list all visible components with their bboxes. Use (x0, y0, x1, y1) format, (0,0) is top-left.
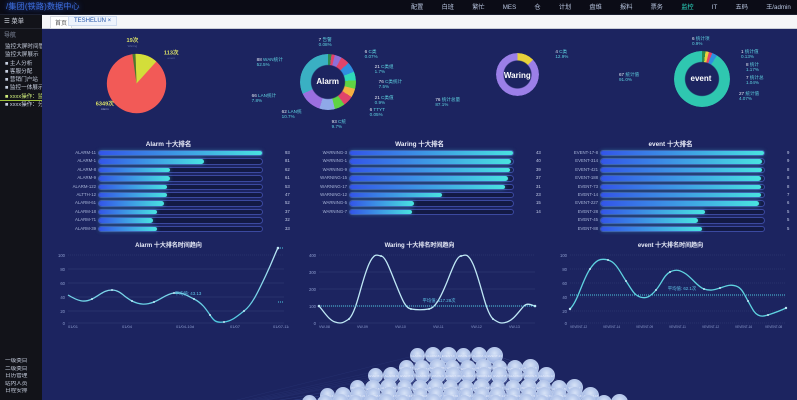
svg-text:VEVENT-08: VEVENT-08 (765, 325, 782, 329)
svg-text:01/04-10d: 01/04-10d (176, 324, 194, 329)
svg-text:VW-08: VW-08 (319, 325, 330, 329)
svg-text:60: 60 (60, 281, 65, 286)
svg-text:40: 40 (562, 295, 567, 300)
svg-text:100: 100 (560, 253, 568, 258)
svg-text:平均值: 43.13: 平均值: 43.13 (175, 290, 202, 297)
svg-text:01/07-11d: 01/07-11d (273, 324, 289, 329)
svg-text:100: 100 (309, 304, 317, 309)
svg-text:VEVENT-12: VEVENT-12 (702, 325, 719, 329)
svg-text:113次: 113次 (164, 48, 179, 56)
svg-text:400: 400 (309, 253, 317, 258)
svg-text:01/07: 01/07 (230, 324, 241, 329)
svg-text:Waring: Waring (128, 44, 138, 48)
svg-text:20: 20 (562, 309, 567, 314)
svg-text:VEVENT-11: VEVENT-11 (669, 325, 686, 329)
svg-text:60: 60 (562, 281, 567, 286)
svg-text:100: 100 (58, 253, 66, 258)
svg-text:VW-12: VW-12 (471, 325, 482, 329)
svg-text:19次: 19次 (126, 36, 138, 44)
svg-text:80: 80 (60, 267, 65, 272)
svg-text:event: event (168, 56, 176, 60)
svg-text:VW-10: VW-10 (395, 325, 406, 329)
svg-text:40: 40 (60, 295, 65, 300)
svg-text:300: 300 (309, 270, 317, 275)
svg-text:80: 80 (562, 267, 567, 272)
svg-text:VEVENT-09: VEVENT-09 (636, 325, 653, 329)
svg-text:0: 0 (565, 321, 568, 326)
svg-text:VW-13: VW-13 (509, 325, 520, 329)
svg-text:200: 200 (309, 287, 317, 292)
svg-text:0: 0 (314, 321, 317, 326)
svg-text:Alarm: Alarm (101, 107, 109, 111)
svg-text:6349次: 6349次 (96, 100, 114, 108)
svg-text:01/01: 01/01 (68, 324, 79, 329)
svg-text:VEVENT-14: VEVENT-14 (603, 325, 620, 329)
svg-text:VEVENT-16: VEVENT-16 (735, 325, 752, 329)
svg-text:VEVENT-12: VEVENT-12 (570, 325, 587, 329)
svg-text:01/04: 01/04 (122, 324, 133, 329)
svg-text:VW-11: VW-11 (433, 325, 444, 329)
svg-text:平均值: 117.28次: 平均值: 117.28次 (422, 297, 456, 304)
svg-text:0: 0 (63, 321, 66, 326)
svg-text:VW-09: VW-09 (357, 325, 368, 329)
svg-text:20: 20 (60, 309, 65, 314)
svg-text:平均值: 62.1次: 平均值: 62.1次 (668, 285, 697, 292)
